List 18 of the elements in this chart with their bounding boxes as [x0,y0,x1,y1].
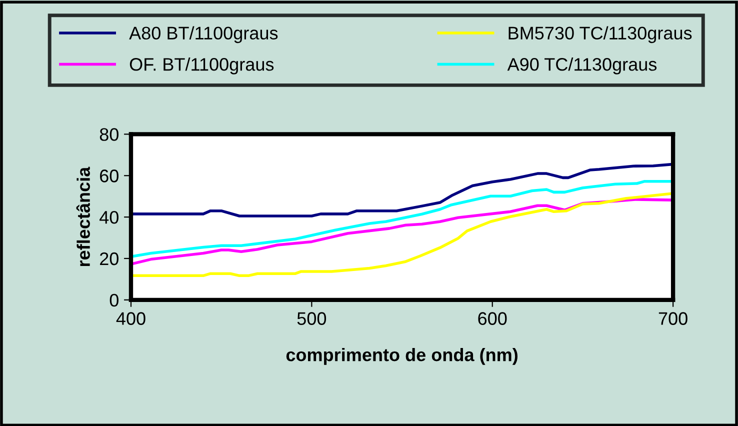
y-tick-label: 60 [100,170,118,182]
x-tick-label: 400 [116,312,146,325]
x-tick-label: 600 [478,312,507,325]
y-tick-label: 80 [100,128,118,141]
y-tick-label: 0 [110,294,118,307]
legend-label: A90 TC/1130graus [507,58,657,74]
y-tick-label: 40 [100,210,118,224]
y-tick-label: 20 [100,252,118,266]
legend-label: A80 BT/1100graus [129,26,278,44]
y-axis-title: reflectância [76,166,90,266]
line-series [130,192,674,278]
x-tick-label: 700 [658,312,688,325]
line-series [130,162,674,218]
x-tick-label: 500 [297,312,326,325]
x-axis-title: comprimento de onda (nm) [286,348,518,365]
legend-label: OF. BT/1100graus [130,58,274,74]
legend-label: BM5730 TC/1130graus [508,26,692,44]
line-series [130,180,674,258]
